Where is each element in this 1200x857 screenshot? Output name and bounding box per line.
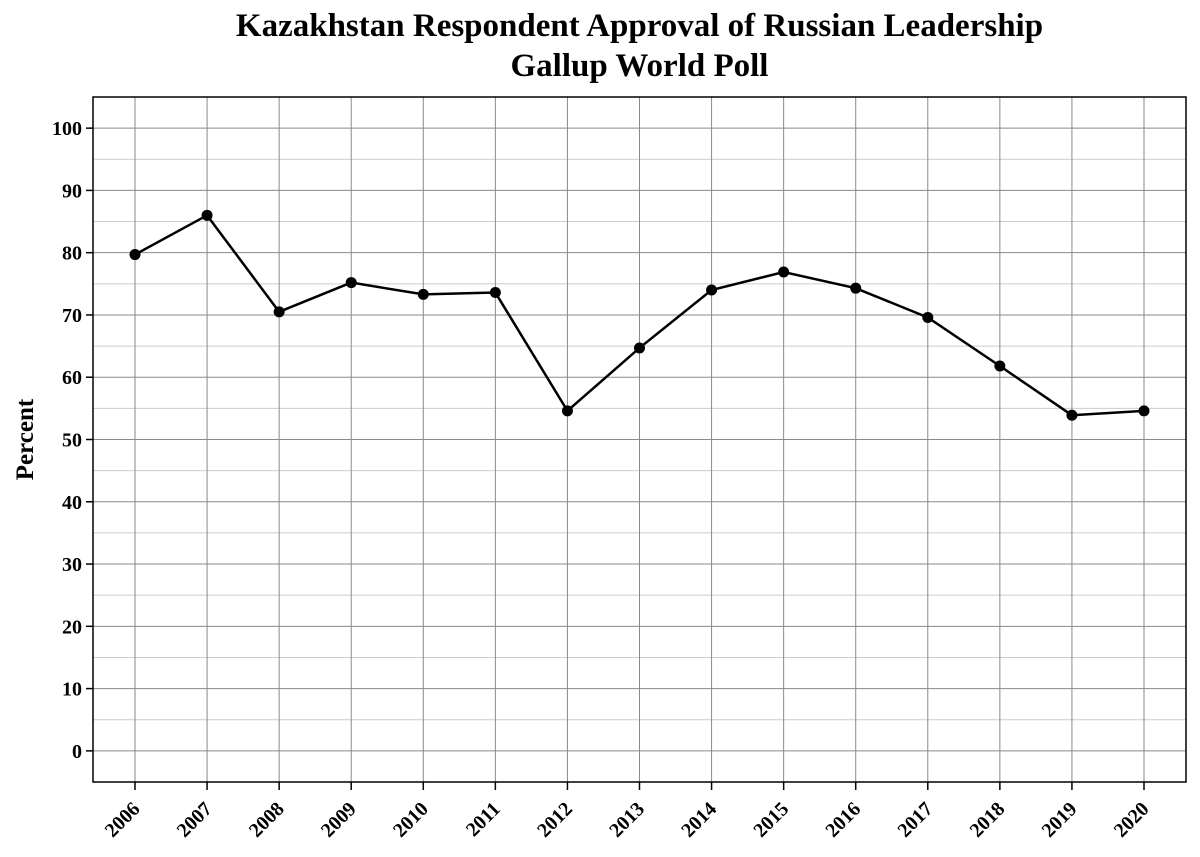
- data-point: [489, 287, 501, 299]
- x-axis: 2006 2007 2008 2009 2010 2011 2012 2013 2014 2015…: [101, 782, 1154, 842]
- x-tick-label: 2014: [677, 798, 721, 842]
- data-points: [129, 209, 1150, 421]
- grid: [93, 97, 1186, 782]
- y-tick-label: 90: [62, 180, 82, 202]
- data-point: [778, 266, 790, 278]
- x-tick-label: 2010: [389, 798, 433, 842]
- y-tick-label: 50: [62, 430, 82, 452]
- data-point: [201, 209, 213, 221]
- data-point: [345, 277, 357, 289]
- x-tick-label: 2020: [1110, 798, 1154, 842]
- y-axis: 0 10 20 30 40 50 60 70 80 90 100: [52, 118, 93, 763]
- x-tick-label: 2019: [1038, 798, 1082, 842]
- x-tick-label: 2007: [173, 798, 217, 842]
- data-point: [634, 342, 645, 354]
- data-point: [1138, 405, 1150, 417]
- data-point: [850, 282, 862, 294]
- y-tick-label: 0: [72, 741, 82, 763]
- x-tick-label: 2018: [966, 798, 1010, 842]
- chart-title-block: Kazakhstan Respondent Approval of Russia…: [93, 6, 1186, 86]
- y-tick-label: 70: [62, 305, 82, 327]
- y-tick-label: 10: [62, 679, 82, 701]
- x-tick-label: 2009: [317, 798, 361, 842]
- x-tick-label: 2011: [462, 798, 505, 841]
- x-tick-label: 2017: [893, 798, 937, 842]
- y-tick-label: 80: [62, 243, 82, 265]
- data-point: [1066, 409, 1078, 421]
- data-point: [706, 284, 718, 296]
- chart-title: Kazakhstan Respondent Approval of Russia…: [235, 8, 1044, 44]
- y-tick-label: 20: [62, 616, 82, 638]
- x-tick-label: 2015: [749, 798, 793, 842]
- data-point: [994, 360, 1006, 372]
- x-tick-label: 2012: [533, 798, 577, 842]
- data-point: [129, 249, 141, 261]
- x-tick-label: 2008: [245, 798, 289, 842]
- x-tick-label: 2016: [821, 798, 865, 842]
- data-point: [417, 288, 429, 300]
- data-point: [561, 405, 573, 417]
- y-tick-label: 100: [52, 118, 82, 140]
- x-tick-label: 2013: [605, 798, 649, 842]
- y-axis-label: Percent: [12, 398, 39, 480]
- chart-subtitle: Gallup World Poll: [510, 48, 769, 84]
- x-tick-label: 2006: [101, 798, 145, 842]
- y-tick-label: 40: [62, 492, 82, 514]
- y-tick-label: 60: [62, 367, 82, 389]
- y-tick-label: 30: [62, 554, 82, 576]
- data-point: [273, 306, 285, 318]
- data-point: [922, 311, 934, 323]
